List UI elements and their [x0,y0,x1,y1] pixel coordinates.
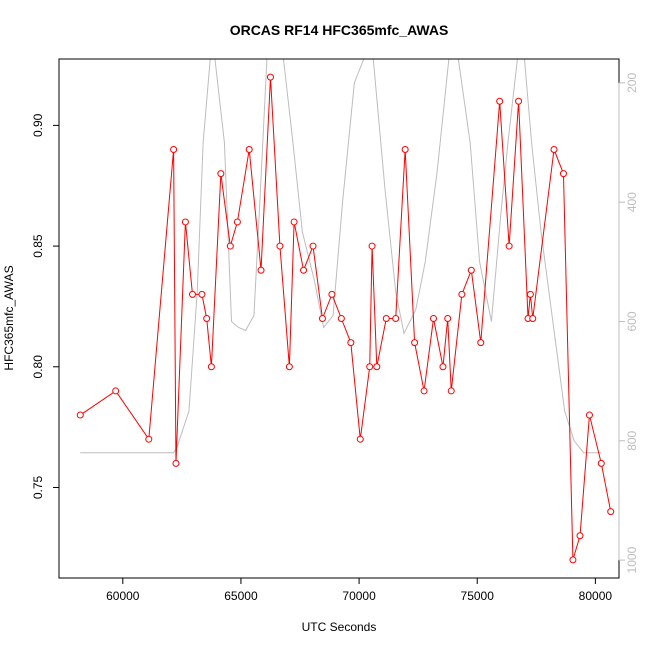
data-point [112,387,120,395]
data-point [189,290,196,298]
y2-tick-label: 200 [625,73,639,93]
data-point [226,242,234,250]
data-point [233,218,241,226]
data-point [373,363,381,371]
y2-tick-label: 800 [625,430,639,450]
data-point [597,459,605,467]
data-point [145,435,153,443]
data-point [411,339,419,347]
data-point [447,387,455,395]
series-layer [76,59,615,564]
data-point [300,266,308,274]
x-axis-label: UTC Seconds [302,620,377,634]
data-point [309,242,317,250]
data-point [207,363,215,371]
data-point [550,146,558,154]
y-tick-label: 0.85 [31,234,45,258]
data-point [607,508,615,516]
data-point [368,242,376,250]
y2-tick-label: 400 [625,192,639,212]
data-point [477,339,485,347]
data-point [203,315,211,322]
y-axis-left: 0.75 0.80 0.85 0.90 [31,113,60,499]
data-point [198,290,206,298]
data-point [382,315,390,322]
chart-title: ORCAS RF14 HFC365mfc_AWAS [230,22,449,38]
y-tick-label: 0.80 [31,355,45,379]
data-point [76,411,84,419]
x-tick-label: 70000 [342,589,376,603]
data-point [170,146,178,154]
data-point [515,97,523,105]
y-tick-label: 0.90 [31,113,45,137]
y-axis-right: 200 400 600 800 1000 [618,73,639,573]
data-point [328,290,336,298]
concentration-series-line [79,77,612,561]
data-point [505,242,513,250]
data-point [430,315,438,322]
y-tick-label: 0.75 [31,475,45,499]
data-point [529,315,537,322]
altitude-series-line [80,59,602,454]
data-point [285,363,293,371]
data-point [576,532,584,540]
data-point [181,218,189,226]
data-point [569,556,577,564]
data-point [439,363,447,371]
y2-tick-label: 1000 [625,546,639,573]
data-point [266,73,274,81]
data-point [444,315,452,322]
data-point [458,290,466,298]
x-tick-label: 65000 [224,589,258,603]
data-point [257,266,265,274]
data-point [401,146,409,154]
x-tick-label: 75000 [461,589,495,603]
data-point [420,387,428,395]
x-tick-label: 80000 [579,589,613,603]
data-point [245,146,253,154]
data-point [366,363,374,371]
data-point [559,170,567,178]
data-point [172,459,180,467]
y-axis-label: HFC365mfc_AWAS [2,265,16,370]
data-point [290,218,298,226]
data-point [585,411,593,419]
data-point [318,315,326,322]
x-tick-label: 60000 [106,589,140,603]
data-point [356,435,364,443]
data-point [467,266,475,274]
y2-tick-label: 600 [625,311,639,331]
data-point [276,242,284,250]
data-point [217,170,225,178]
data-point [347,339,355,347]
data-point [337,315,345,322]
x-axis: 60000 65000 70000 75000 80000 [106,577,613,603]
data-point [526,290,534,298]
data-point [496,97,504,105]
data-point [392,315,400,322]
